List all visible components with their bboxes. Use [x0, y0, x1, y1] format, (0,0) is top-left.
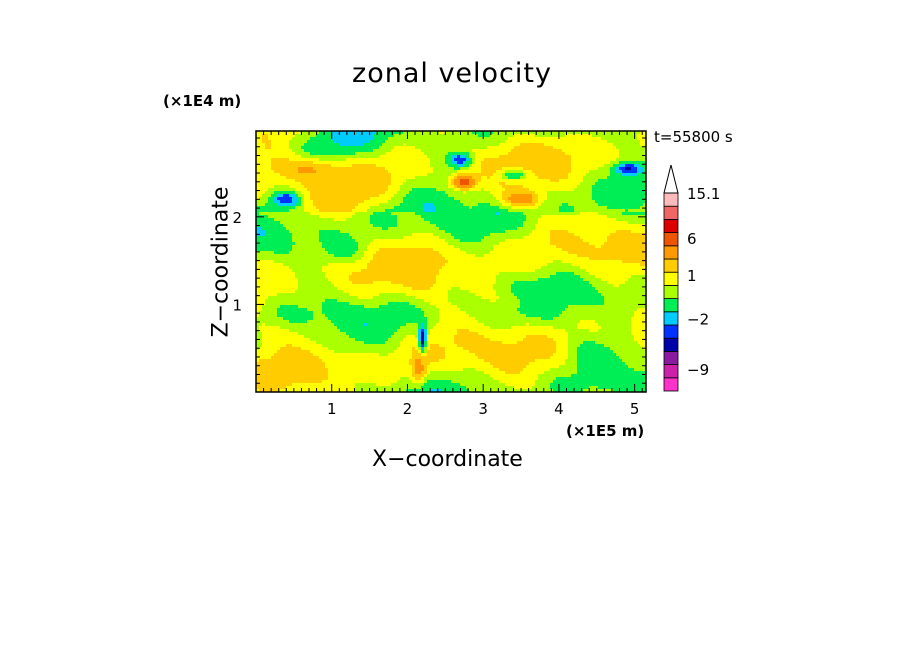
colorbar-bin [663, 337, 679, 352]
colorbar-extend-arrow [663, 164, 679, 194]
colorbar-bin [663, 258, 679, 273]
z-unit-label: (×1E4 m) [163, 92, 242, 110]
colorbar-bin [663, 245, 679, 260]
colorbar-bin [663, 271, 679, 286]
colorbar-label: 6 [687, 230, 697, 248]
x-tick-label: 3 [478, 400, 488, 418]
x-axis-label: X−coordinate [372, 447, 523, 472]
colorbar-label: 1 [687, 267, 697, 285]
colorbar-bin [663, 298, 679, 313]
colorbar-bin [663, 364, 679, 379]
y-axis-label: Z−coordinate [208, 186, 234, 338]
x-tick-label: 4 [554, 400, 564, 418]
contour-field [256, 131, 646, 392]
colorbar-bin [663, 311, 679, 326]
colorbar-bin [663, 284, 679, 299]
colorbar-bin [663, 205, 679, 220]
y-tick-label: 1 [232, 296, 242, 314]
colorbar-label: −9 [687, 361, 709, 379]
chart-title: zonal velocity [352, 58, 552, 89]
colorbar-label: 15.1 [687, 185, 720, 203]
colorbar-bin [663, 350, 679, 365]
x-tick-label: 5 [630, 400, 640, 418]
colorbar-label: −2 [687, 310, 709, 328]
colorbar-bin [663, 232, 679, 247]
y-tick-label: 2 [232, 209, 242, 227]
x-tick-label: 1 [327, 400, 337, 418]
colorbar-bin [663, 324, 679, 339]
plot-frame [255, 130, 647, 393]
colorbar-bin [663, 218, 679, 233]
time-label: t=55800 s [654, 128, 733, 146]
x-unit-label: (×1E5 m) [566, 422, 645, 440]
x-tick-label: 2 [403, 400, 413, 418]
colorbar-bin [663, 192, 679, 207]
colorbar-bin [663, 377, 679, 392]
